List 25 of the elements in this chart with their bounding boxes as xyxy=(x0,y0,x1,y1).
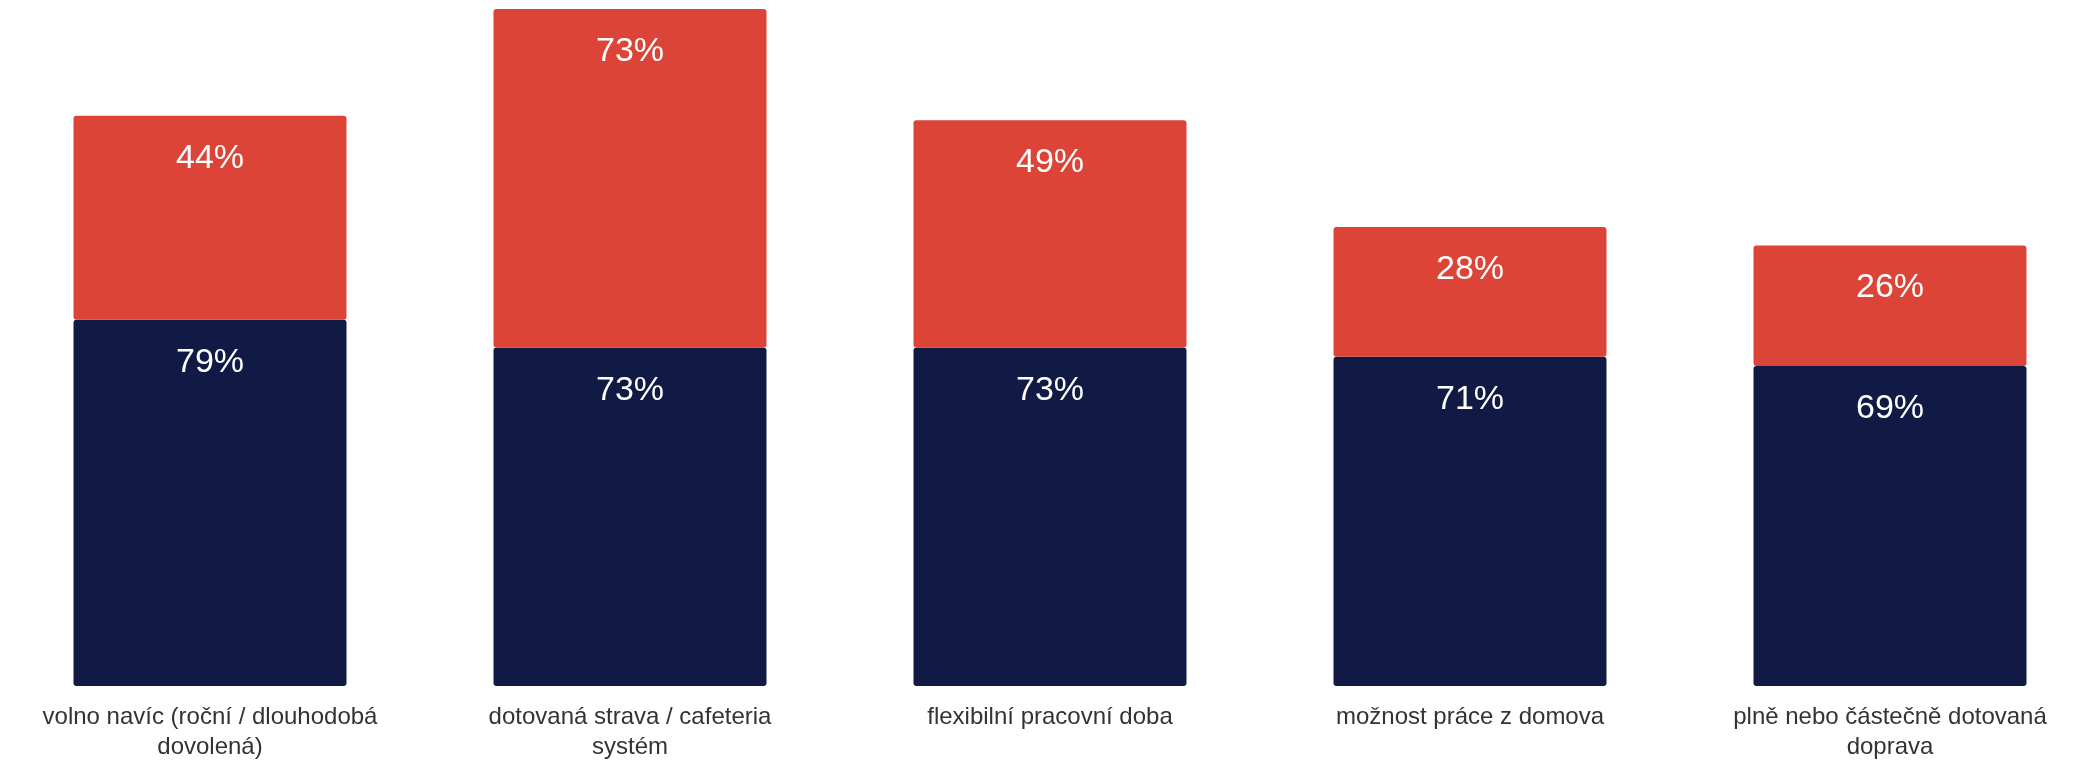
data-label: 28% xyxy=(1435,247,1505,286)
bar xyxy=(1753,245,2027,367)
x-tick-label: flexibilní pracovní doba xyxy=(927,702,1174,729)
data-label: 71% xyxy=(1435,377,1505,416)
bar xyxy=(1333,356,1607,686)
data-label: 26% xyxy=(1855,266,1925,305)
bar xyxy=(1753,366,2027,686)
bar xyxy=(493,9,767,348)
bar xyxy=(493,347,767,686)
data-label: 73% xyxy=(1015,368,1085,407)
x-tick-label: volno navíc (roční / dlouhodobá dovolená) xyxy=(42,702,379,759)
x-tick-label: plně nebo částečně dotovaná doprava xyxy=(1733,702,2048,759)
data-label: 49% xyxy=(1015,141,1085,180)
x-tick-label: dotovaná strava / cafeteria systém xyxy=(488,702,773,759)
bar xyxy=(913,120,1187,348)
data-label: 73% xyxy=(595,30,665,68)
data-label: 73% xyxy=(595,368,665,407)
bar xyxy=(913,347,1187,686)
x-tick-label: možnost práce z domova xyxy=(1335,702,1605,729)
bar xyxy=(73,115,347,320)
data-label: 79% xyxy=(175,340,245,379)
bar xyxy=(1333,226,1607,357)
data-label: 44% xyxy=(175,136,245,175)
data-label: 69% xyxy=(1855,387,1925,426)
bar xyxy=(73,319,347,686)
